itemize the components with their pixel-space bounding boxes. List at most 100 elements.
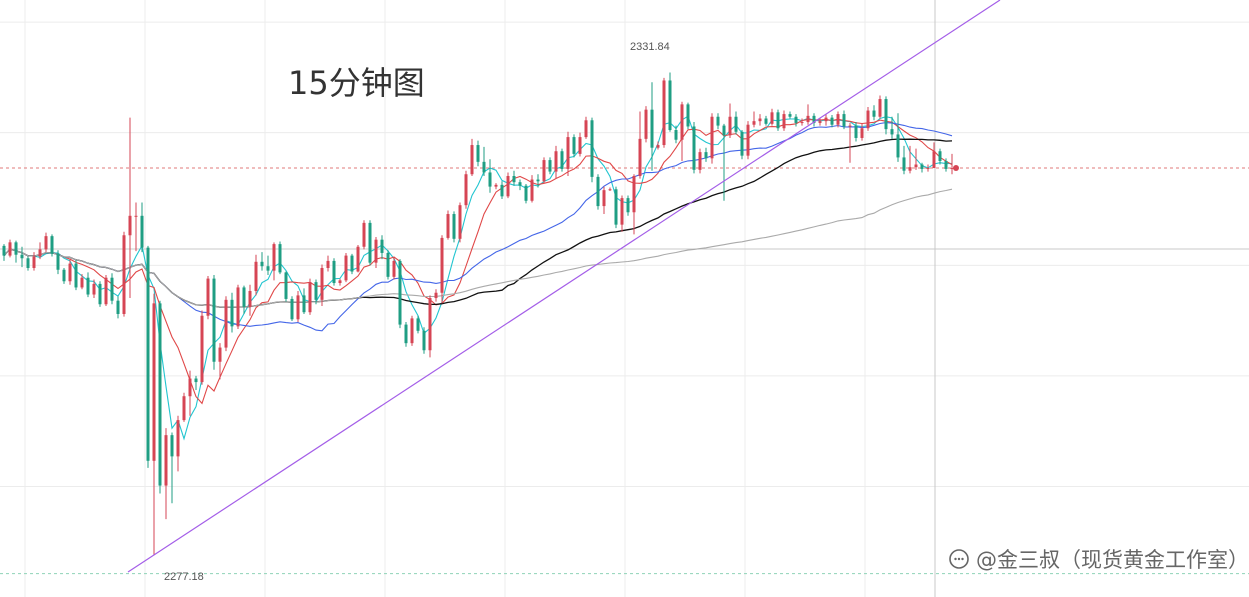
candle-body xyxy=(350,255,354,272)
candle-body xyxy=(482,161,486,173)
candle-body xyxy=(356,246,360,272)
candle-body xyxy=(908,167,912,171)
candle-body xyxy=(536,179,540,182)
candle-body xyxy=(398,260,402,325)
candle-body xyxy=(578,137,582,154)
candle-body xyxy=(296,295,300,320)
candle-body xyxy=(122,235,126,314)
candle-body xyxy=(710,116,714,159)
candle-body xyxy=(80,277,84,288)
candle-body xyxy=(830,117,834,125)
candle-body xyxy=(734,116,738,132)
candle-body xyxy=(374,239,378,263)
candle-body xyxy=(14,242,18,255)
candle-body xyxy=(944,160,948,169)
candle-body xyxy=(278,244,282,273)
candle-body xyxy=(248,290,252,307)
candle-body xyxy=(458,205,462,239)
candle-body xyxy=(470,145,474,175)
candle-body xyxy=(542,160,546,182)
candle-body xyxy=(494,184,498,187)
candle-body xyxy=(590,120,594,177)
candle-body xyxy=(866,110,870,129)
candle-body xyxy=(182,396,186,421)
candle-body xyxy=(842,114,846,127)
candle-body xyxy=(392,260,396,277)
candle-body xyxy=(260,261,264,267)
candle-body xyxy=(410,318,414,344)
candle-body xyxy=(638,138,642,177)
candle-body xyxy=(116,300,120,314)
candle-body xyxy=(896,134,900,158)
candle-body xyxy=(326,260,330,268)
candle-body xyxy=(950,168,954,170)
candle-body xyxy=(26,258,30,268)
candle-body xyxy=(176,420,180,457)
candle-body xyxy=(428,298,432,351)
candle-body xyxy=(404,324,408,344)
candle-body xyxy=(434,292,438,299)
candle-body xyxy=(242,287,246,307)
candle-body xyxy=(632,176,636,213)
candle-body xyxy=(860,128,864,138)
watermark: @金三叔（现货黄金工作室） xyxy=(948,544,1249,574)
candle-body xyxy=(230,299,234,327)
candle-body xyxy=(656,145,660,148)
ma-line xyxy=(3,118,953,405)
candle-body xyxy=(938,151,942,161)
candle-body xyxy=(602,190,606,207)
candle-body xyxy=(362,222,366,247)
candle-body xyxy=(668,80,672,131)
ma-line xyxy=(3,115,953,441)
candle-body xyxy=(344,255,348,281)
candle-body xyxy=(512,176,516,183)
candle-body xyxy=(134,215,138,217)
candle-body xyxy=(308,282,312,313)
candle-body xyxy=(224,299,228,348)
chat-icon xyxy=(949,549,969,569)
candle-body xyxy=(284,272,288,299)
high-price-label: 2331.84 xyxy=(630,41,670,53)
candle-body xyxy=(566,137,570,169)
candle-body xyxy=(38,249,42,257)
candle-body xyxy=(188,378,192,397)
candle-body xyxy=(416,318,420,331)
candle-body xyxy=(170,435,174,457)
candle-body xyxy=(890,129,894,135)
candle-body xyxy=(914,164,918,168)
candle-body xyxy=(302,295,306,313)
candle-body xyxy=(8,242,12,256)
candle-body xyxy=(338,280,342,284)
candle-body xyxy=(464,174,468,206)
candle-body xyxy=(524,185,528,201)
candle-body xyxy=(314,282,318,300)
candle-body xyxy=(554,151,558,172)
candle-body xyxy=(518,182,522,186)
candle-body xyxy=(386,252,390,277)
candle-body xyxy=(212,278,216,362)
candle-body xyxy=(932,151,936,169)
candle-body xyxy=(686,104,690,127)
watermark-text: @金三叔（现货黄金工作室） xyxy=(976,548,1249,572)
candle-body xyxy=(500,184,504,197)
candle-body xyxy=(254,261,258,291)
candle-body xyxy=(548,160,552,172)
candle-body xyxy=(218,347,222,362)
candle-body xyxy=(788,114,792,117)
candle-body xyxy=(320,267,324,300)
candle-body xyxy=(236,287,240,327)
candle-body xyxy=(878,99,882,117)
candle-body xyxy=(128,215,132,236)
candle-body xyxy=(266,266,270,271)
candle-body xyxy=(152,303,156,461)
candle-body xyxy=(104,277,108,305)
candle-body xyxy=(422,330,426,351)
candle-body xyxy=(752,121,756,125)
candle-body xyxy=(818,121,822,123)
candle-body xyxy=(92,283,96,295)
candle-body xyxy=(704,152,708,159)
candle-body xyxy=(164,435,168,486)
candle-body xyxy=(698,152,702,170)
ma-line xyxy=(3,188,953,309)
candle-body xyxy=(44,236,48,250)
